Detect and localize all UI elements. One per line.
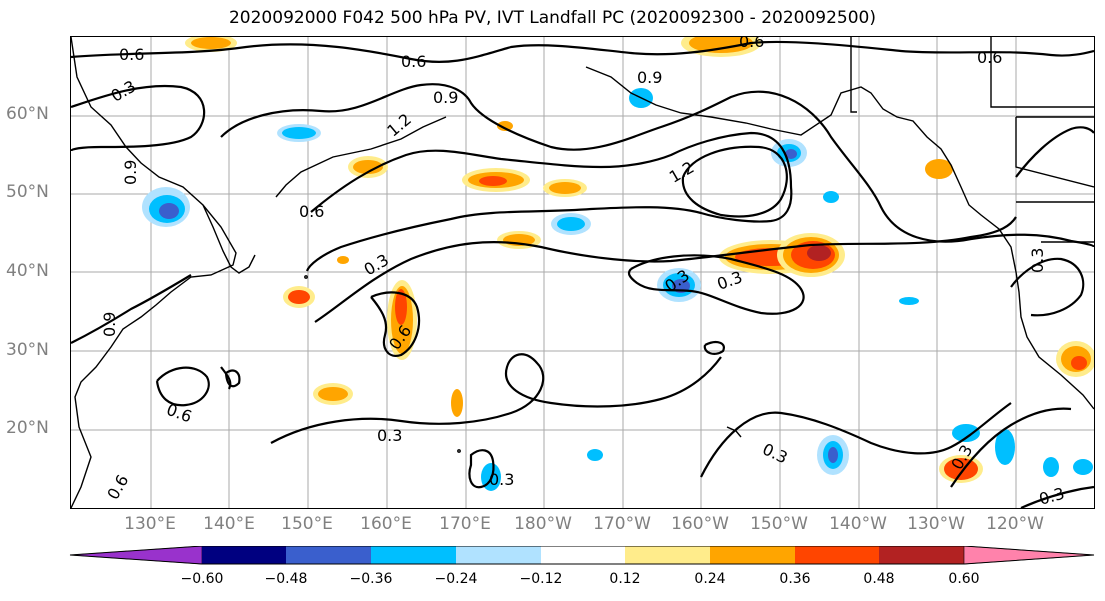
colorbar-segment [456, 546, 541, 564]
lon-label: 140°W [829, 514, 887, 534]
contour-label: 0.6 [739, 37, 764, 51]
lon-label: 150°W [750, 514, 808, 534]
colorbar-segment [371, 546, 456, 564]
lon-label: 160°W [671, 514, 729, 534]
lon-label: 170°E [439, 514, 491, 534]
lon-label: 170°W [593, 514, 651, 534]
contour-label: 0.6 [977, 48, 1002, 67]
colorbar-segment [710, 546, 795, 564]
contour-label: 1.2 [383, 110, 415, 141]
map-title: 2020092000 F042 500 hPa PV, IVT Landfall… [228, 8, 876, 28]
map-panel: 0.6 0.3 0.6 0.9 0.9 1.2 1.2 0.6 0.3 0.3 … [70, 36, 1095, 509]
contour-label: 0.3 [377, 426, 402, 445]
colorbar-tick: 0.60 [948, 571, 980, 587]
colorbar [69, 546, 1095, 565]
lon-label: 150°E [281, 514, 333, 534]
contour-label: 0.3 [1028, 248, 1047, 273]
pc-shading [142, 37, 1094, 491]
contour-label: 1.2 [666, 157, 698, 186]
colorbar-tick: 0.12 [609, 571, 641, 587]
colorbar-segment [286, 546, 371, 564]
contour-label: 0.6 [103, 471, 132, 503]
graticule [71, 37, 1094, 508]
contour-label: 0.9 [121, 160, 140, 185]
map-canvas: 0.6 0.3 0.6 0.9 0.9 1.2 1.2 0.6 0.3 0.3 … [71, 37, 1094, 508]
colorbar-segment [795, 546, 879, 564]
contour-label: 0.3 [108, 76, 140, 105]
colorbar-segment [625, 546, 710, 564]
coastlines [71, 37, 1094, 508]
contour-label: 0.9 [100, 312, 119, 337]
contour-label: 0.3 [760, 439, 791, 467]
contour-label: 0.6 [299, 202, 324, 221]
lat-label: 60°N [6, 104, 49, 124]
contour-label: 0.3 [715, 267, 745, 294]
colorbar-segment [69, 546, 203, 565]
colorbar-tick: −0.24 [434, 571, 478, 587]
lon-label: 130°W [907, 514, 965, 534]
lat-label: 30°N [6, 340, 49, 360]
contour-label: 0.9 [637, 68, 662, 87]
contour-label: 0.6 [401, 52, 426, 71]
contour-label: 0.6 [119, 45, 144, 64]
lat-label: 40°N [6, 261, 49, 281]
lon-label: 180°W [514, 514, 572, 534]
colorbar-segment [879, 546, 964, 564]
lon-label: 130°E [124, 514, 176, 534]
colorbar-segment [541, 546, 625, 564]
contour-label: 0.9 [433, 88, 458, 107]
lon-label: 120°W [986, 514, 1044, 534]
colorbar-tick: −0.60 [180, 571, 224, 587]
lat-label: 20°N [6, 418, 49, 438]
pv-contours [71, 40, 1094, 508]
lon-label: 160°E [360, 514, 412, 534]
lat-label: 50°N [6, 182, 49, 202]
lon-label: 140°E [203, 514, 255, 534]
colorbar-segment [963, 546, 1095, 565]
colorbar-tick: −0.36 [349, 571, 393, 587]
contour-label: 0.3 [489, 470, 514, 489]
contour-label: 0.3 [1037, 484, 1067, 508]
colorbar-segment [202, 546, 286, 564]
colorbar-tick: −0.12 [519, 571, 563, 587]
colorbar-tick: −0.48 [264, 571, 308, 587]
colorbar-tick: 0.48 [863, 571, 895, 587]
colorbar-tick: 0.24 [694, 571, 726, 587]
colorbar-tick: 0.36 [779, 571, 811, 587]
